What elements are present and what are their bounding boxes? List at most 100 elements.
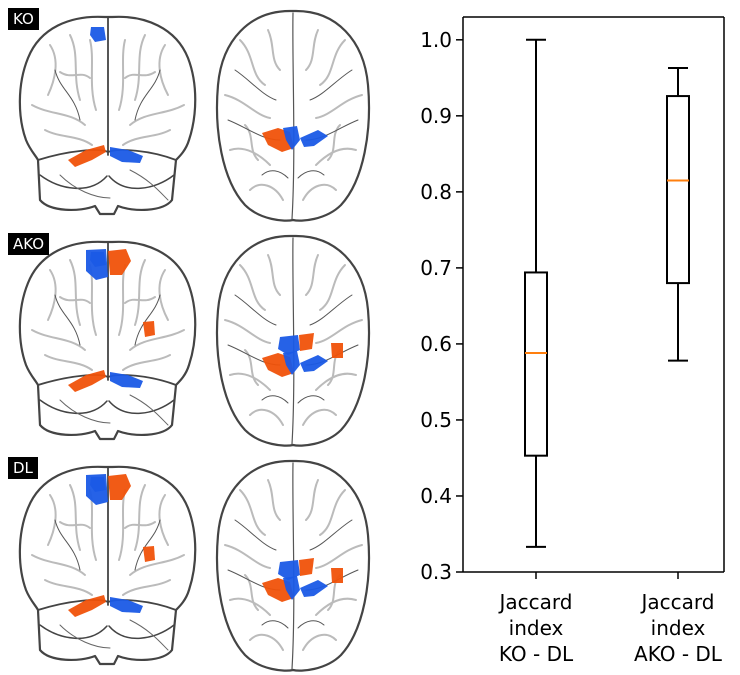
coronal-outline [18, 15, 197, 216]
axial-sulcus [244, 124, 259, 161]
orange-cluster-axial-upper [299, 558, 314, 576]
iqr-box [524, 271, 548, 457]
brain-views-ako [18, 234, 371, 447]
axial-view [215, 459, 371, 672]
sulcus-line [134, 484, 146, 551]
axial-sulcus [327, 124, 341, 161]
sulcus-line [69, 484, 81, 551]
blue-cluster-top [90, 27, 106, 42]
orange-cluster-bottom [68, 145, 106, 167]
axial-sulcus [224, 319, 271, 344]
axial-view [215, 9, 371, 222]
axial-sulcus [249, 183, 284, 201]
axial-sulcus [229, 597, 271, 616]
blue-cluster-top-large [86, 474, 108, 505]
axial-sulcus [319, 489, 346, 536]
cerebellum-fold-right [129, 619, 169, 651]
dark-sulcus [134, 519, 161, 571]
axial-dark-line [261, 620, 289, 629]
dark-sulcus [54, 294, 81, 346]
axial-sulcus [244, 349, 259, 386]
blue-cluster-axial-right [300, 580, 328, 597]
axial-sulcus [319, 264, 346, 311]
axial-sulcus [249, 633, 284, 651]
sulcus-line [124, 521, 156, 529]
sulcus-line [59, 296, 91, 304]
axial-dark-line [261, 170, 289, 179]
orange-cluster-top [108, 474, 131, 500]
sulcus-line [89, 39, 97, 111]
sulcus-line [47, 269, 57, 321]
y-tick-label: 0.8 [420, 180, 452, 204]
x-tick-label-line: Jaccard [498, 590, 573, 614]
brain-views-dl [18, 459, 371, 672]
axial-sulcus [315, 147, 357, 166]
cerebellum-lobes [39, 174, 175, 190]
sulcus-line [134, 34, 146, 101]
sulcus-line [122, 129, 171, 146]
sulcus-line [44, 579, 93, 596]
y-tick-label: 0.3 [420, 560, 452, 584]
brain-views-ko [18, 9, 371, 222]
axial-sulcus [229, 372, 271, 391]
sulcus-line [118, 39, 126, 111]
sulcus-line [118, 264, 126, 336]
axial-sulcus [305, 29, 319, 71]
blue-cluster-axial-right [300, 355, 328, 372]
blue-cluster-bottom [110, 372, 143, 388]
y-tick-label: 0.9 [420, 104, 452, 128]
x-tick-label-line: Jaccard [640, 590, 715, 614]
blue-cluster-axial [283, 351, 300, 375]
axial-dark-line [297, 170, 325, 179]
axial-sulcus [244, 574, 259, 611]
axial-outline [215, 459, 371, 672]
sulcus-line [69, 259, 81, 326]
boxes [524, 38, 690, 548]
axial-outline [215, 9, 371, 222]
axial-sulcus [267, 254, 281, 296]
sulcus-line [69, 34, 81, 101]
sulcus-line [158, 494, 169, 546]
cerebellum-fold-right [129, 394, 169, 426]
coronal-view [18, 465, 197, 666]
axial-sulcus [239, 264, 266, 311]
axial-midline [291, 237, 295, 445]
axial-midline [291, 462, 295, 670]
axial-view [215, 234, 371, 447]
iqr-box [666, 95, 690, 285]
box-2 [666, 66, 690, 362]
sulcus-line [44, 354, 93, 371]
dark-sulcus [134, 69, 161, 121]
box-1 [524, 38, 548, 548]
blue-cluster-axial-upper [278, 335, 300, 355]
sulcus-line [122, 354, 171, 371]
panel-label-ko: KO [8, 8, 39, 30]
axial-dark-line [234, 69, 277, 101]
dark-sulcus [134, 294, 161, 346]
blue-cluster-top-large [86, 249, 108, 280]
axial-outline [215, 234, 371, 447]
sulcus-line [31, 554, 86, 576]
sulcus-line [124, 71, 156, 79]
orange-cluster-axial-upper [299, 333, 314, 351]
y-tick-label: 0.4 [420, 484, 452, 508]
dark-sulcus [54, 519, 81, 571]
orange-cluster-top [108, 249, 131, 275]
axial-dark-line [309, 294, 353, 326]
axial-dark-line [261, 395, 289, 404]
sulcus-line [158, 269, 169, 321]
x-tick-label-line: index [509, 616, 564, 640]
coronal-outline [18, 240, 197, 441]
y-ticks: 0.3 0.4 0.5 0.6 0.7 0.8 0.9 1.0 [420, 28, 463, 584]
sulcus-line [59, 521, 91, 529]
axial-dark-line [297, 620, 325, 629]
sulcus-line [129, 104, 185, 126]
axial-sulcus [239, 489, 266, 536]
orange-cluster-axial-right [331, 568, 343, 583]
orange-cluster-right [143, 321, 155, 337]
sulcus-line [59, 71, 91, 79]
y-tick-label: 0.7 [420, 256, 452, 280]
sulcus-line [122, 579, 171, 596]
cerebellum-line [37, 374, 177, 386]
cerebellum-fold [59, 624, 111, 649]
